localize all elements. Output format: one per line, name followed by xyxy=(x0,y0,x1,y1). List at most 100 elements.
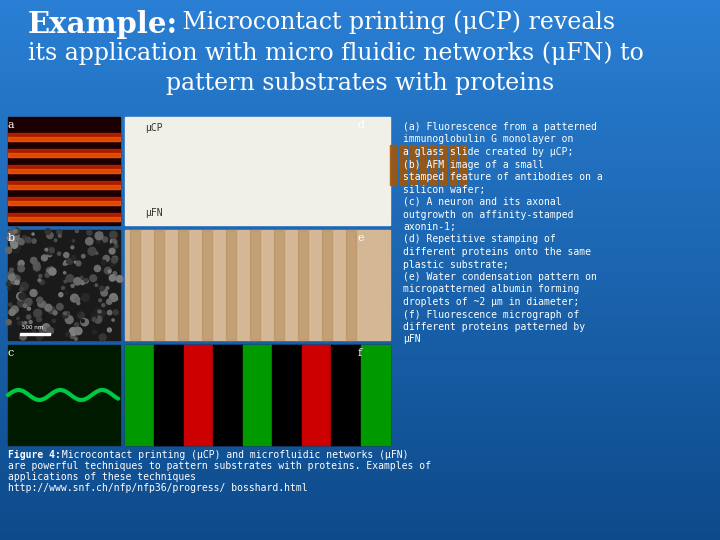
Circle shape xyxy=(71,334,75,339)
Circle shape xyxy=(45,273,50,277)
Bar xyxy=(390,145,396,185)
Bar xyxy=(0,94,720,102)
Circle shape xyxy=(92,330,96,334)
Circle shape xyxy=(106,287,109,289)
Text: different proteins patterned by: different proteins patterned by xyxy=(403,322,585,332)
Bar xyxy=(0,465,720,474)
Bar xyxy=(8,149,120,157)
Circle shape xyxy=(54,239,57,241)
Circle shape xyxy=(107,328,112,332)
Bar xyxy=(420,145,426,185)
Circle shape xyxy=(76,261,81,266)
Circle shape xyxy=(6,247,12,253)
Circle shape xyxy=(12,279,17,284)
Text: outgrowth on affinity-stamped: outgrowth on affinity-stamped xyxy=(403,210,573,219)
Circle shape xyxy=(21,322,24,325)
Bar xyxy=(0,371,720,379)
Circle shape xyxy=(65,390,68,393)
Bar xyxy=(0,215,720,224)
Circle shape xyxy=(87,230,92,235)
Circle shape xyxy=(17,238,22,243)
Circle shape xyxy=(37,399,40,401)
Bar xyxy=(0,512,720,521)
Bar xyxy=(250,230,260,340)
Circle shape xyxy=(37,333,42,339)
Bar xyxy=(0,479,720,487)
Bar xyxy=(0,256,720,264)
Circle shape xyxy=(20,288,23,291)
Circle shape xyxy=(12,277,17,282)
Bar xyxy=(0,236,720,244)
Bar xyxy=(0,53,720,62)
Circle shape xyxy=(76,299,78,302)
Bar xyxy=(226,230,236,340)
Bar xyxy=(125,230,390,340)
Circle shape xyxy=(109,231,117,239)
Bar xyxy=(0,148,720,156)
Circle shape xyxy=(15,230,19,234)
Circle shape xyxy=(18,260,24,266)
Circle shape xyxy=(89,395,91,398)
Bar xyxy=(0,452,720,460)
Circle shape xyxy=(117,275,123,282)
Bar xyxy=(0,344,720,352)
Circle shape xyxy=(112,319,114,321)
Circle shape xyxy=(103,255,109,261)
Circle shape xyxy=(66,259,73,265)
Circle shape xyxy=(74,261,76,263)
Bar xyxy=(460,145,466,185)
Bar xyxy=(440,145,446,185)
Circle shape xyxy=(17,292,24,300)
Circle shape xyxy=(112,274,117,280)
Circle shape xyxy=(103,269,107,273)
Text: silicon wafer;: silicon wafer; xyxy=(403,185,485,194)
Circle shape xyxy=(76,398,79,401)
Bar xyxy=(8,169,120,173)
Text: plastic substrate;: plastic substrate; xyxy=(403,260,509,269)
Circle shape xyxy=(50,392,53,395)
Circle shape xyxy=(17,299,25,307)
Circle shape xyxy=(77,302,80,305)
Circle shape xyxy=(63,263,66,265)
Circle shape xyxy=(99,233,102,235)
Bar xyxy=(0,533,720,540)
Bar xyxy=(0,175,720,183)
Circle shape xyxy=(71,256,76,260)
Circle shape xyxy=(84,279,87,282)
Circle shape xyxy=(10,306,17,313)
Circle shape xyxy=(47,395,50,398)
Circle shape xyxy=(63,312,68,318)
Text: Example:: Example: xyxy=(28,10,179,39)
Text: μFN: μFN xyxy=(145,208,163,218)
Circle shape xyxy=(112,394,115,397)
Circle shape xyxy=(7,231,14,238)
Circle shape xyxy=(73,278,81,285)
Text: (d) Repetitive stamping of: (d) Repetitive stamping of xyxy=(403,234,556,245)
Circle shape xyxy=(99,315,103,318)
Bar xyxy=(450,145,456,185)
Circle shape xyxy=(45,396,48,399)
Text: micropatterned albumin forming: micropatterned albumin forming xyxy=(403,285,580,294)
Circle shape xyxy=(49,267,54,272)
Bar xyxy=(155,345,184,445)
Circle shape xyxy=(32,233,34,235)
Circle shape xyxy=(71,284,74,287)
Circle shape xyxy=(68,393,71,396)
Circle shape xyxy=(37,297,42,303)
Bar xyxy=(0,506,720,514)
Bar xyxy=(0,296,720,305)
Circle shape xyxy=(14,280,19,285)
Circle shape xyxy=(57,303,63,310)
Bar xyxy=(460,145,466,185)
Circle shape xyxy=(23,304,27,307)
Bar xyxy=(8,181,120,189)
Bar xyxy=(346,230,356,340)
Circle shape xyxy=(60,389,63,392)
Circle shape xyxy=(107,390,109,393)
Circle shape xyxy=(114,297,117,301)
Circle shape xyxy=(27,393,30,396)
Circle shape xyxy=(86,396,89,399)
Text: μCP: μCP xyxy=(145,123,163,133)
Circle shape xyxy=(9,268,14,272)
Circle shape xyxy=(94,265,101,272)
